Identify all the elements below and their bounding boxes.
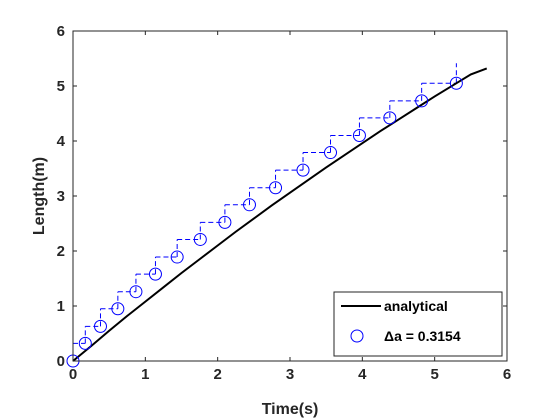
x-tick-label: 2 [213, 366, 221, 383]
data-point-marker [242, 198, 256, 212]
x-tick-label: 6 [503, 366, 511, 383]
legend-label-analytical: analytical [384, 298, 448, 314]
y-tick-label: 4 [57, 133, 66, 150]
y-tick-label: 3 [57, 188, 65, 205]
axis-ticks: 0 1 2 3 4 5 6 0 1 2 3 4 5 6 [57, 23, 512, 383]
data-point-marker [296, 163, 310, 177]
data-point-marker [352, 129, 366, 142]
x-tick-label: 1 [141, 366, 149, 383]
step-segments [72, 63, 457, 361]
data-point-marker [148, 267, 162, 281]
x-tick-label: 0 [69, 366, 77, 383]
legend-box [333, 291, 503, 357]
data-point-marker [111, 302, 125, 316]
data-point-marker [449, 76, 463, 90]
y-tick-label: 1 [57, 298, 65, 315]
y-tick-label: 2 [57, 243, 65, 260]
data-point-marker [170, 250, 184, 264]
x-tick-label: 5 [430, 366, 438, 383]
data-point-marker [269, 181, 283, 195]
x-tick-label: 4 [358, 366, 367, 383]
y-axis-label: Length(m) [31, 157, 48, 235]
data-point-marker [324, 146, 338, 160]
data-point-marker [93, 319, 107, 333]
data-point-marker [193, 232, 207, 246]
legend: analytical Δa = 0.3154 [333, 291, 503, 357]
data-point-marker [129, 285, 143, 299]
marker-layer [66, 76, 463, 368]
x-tick-label: 3 [286, 366, 294, 383]
data-point-marker [415, 94, 429, 108]
legend-marker-swatch [350, 329, 364, 343]
y-tick-label: 6 [57, 23, 65, 40]
data-point-marker [383, 111, 397, 125]
data-point-marker [78, 336, 92, 350]
y-tick-label: 5 [57, 78, 65, 95]
y-tick-label: 0 [57, 353, 65, 370]
legend-label-delta-a: Δa = 0.3154 [384, 328, 461, 344]
data-point-marker [218, 215, 232, 229]
x-axis-label: Time(s) [262, 401, 319, 418]
